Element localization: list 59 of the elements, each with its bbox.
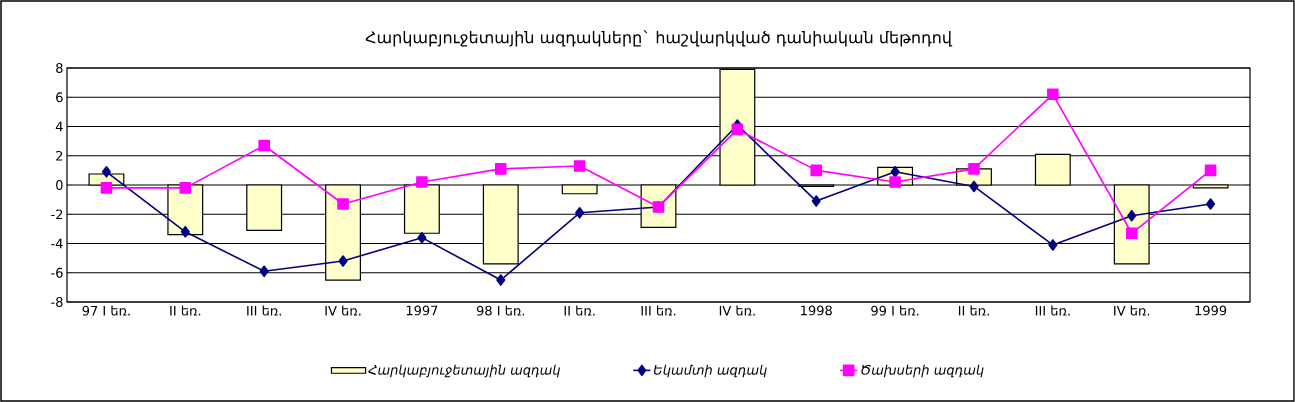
point xyxy=(1048,239,1058,251)
point xyxy=(338,255,348,267)
y-tick-label: -8 xyxy=(51,297,63,307)
x-tick-label: 99 I եռ. xyxy=(871,305,919,316)
bar xyxy=(403,184,440,234)
legend-label: Ծախսերի ազդակ xyxy=(861,364,984,378)
point xyxy=(968,163,980,175)
point xyxy=(969,180,979,193)
point xyxy=(1127,209,1137,222)
y-tick-label: 4 xyxy=(55,121,63,132)
point xyxy=(573,160,586,172)
y-tick-label: 6 xyxy=(56,92,63,103)
y-tick-label: 2 xyxy=(56,150,63,161)
bar xyxy=(246,184,283,231)
chart-title: Հարկաբյուջետային ազդակները` հաշվարկված դանիական մեթոդով xyxy=(365,30,953,47)
x-tick-label: III եռ. xyxy=(1035,305,1070,316)
point xyxy=(180,226,190,238)
point xyxy=(259,265,269,278)
point xyxy=(1206,198,1216,210)
x-tick-label: 1998 xyxy=(801,305,832,316)
point xyxy=(494,163,507,175)
x-tick-label: 1999 xyxy=(1195,305,1227,316)
y-tick-label: -6 xyxy=(51,267,63,278)
x-tick-label: II եռ. xyxy=(564,305,595,316)
x-tick-label: 98 I եռ. xyxy=(476,305,525,316)
point xyxy=(575,206,585,219)
bar xyxy=(1034,153,1071,186)
point xyxy=(416,176,428,188)
y-tick-label: 8 xyxy=(56,63,63,73)
x-tick-label: IV եռ. xyxy=(1114,305,1150,316)
point xyxy=(810,164,823,177)
point xyxy=(811,195,821,207)
bar xyxy=(561,184,598,195)
y-tick-label: -2 xyxy=(51,209,63,220)
x-tick-label: IV եռ. xyxy=(325,305,361,316)
point xyxy=(1047,88,1059,101)
bar xyxy=(1192,184,1229,189)
bar xyxy=(482,184,519,265)
point xyxy=(417,231,427,244)
point xyxy=(731,123,744,136)
point xyxy=(1125,227,1138,240)
point xyxy=(496,274,506,286)
point xyxy=(1204,164,1217,177)
x-tick-label: II եռ. xyxy=(958,305,989,316)
legend-label: Եկամտի ազդակ xyxy=(653,364,767,378)
y-tick-label: 0 xyxy=(56,180,63,190)
point xyxy=(101,166,111,178)
x-tick-label: IV եռ. xyxy=(719,305,755,316)
point xyxy=(100,182,113,194)
point xyxy=(179,182,192,194)
x-tick-label: II եռ. xyxy=(170,305,201,316)
x-tick-label: 1997 xyxy=(406,305,438,316)
x-tick-label: III եռ. xyxy=(247,305,281,316)
legend-label: Հարկաբյուջետային ազդակ xyxy=(368,364,561,378)
point xyxy=(337,198,349,210)
x-tick-label: III եռ. xyxy=(641,305,676,316)
y-tick-label: -4 xyxy=(51,238,63,249)
point xyxy=(258,139,270,152)
x-tick-label: 97 I եռ. xyxy=(82,305,130,316)
